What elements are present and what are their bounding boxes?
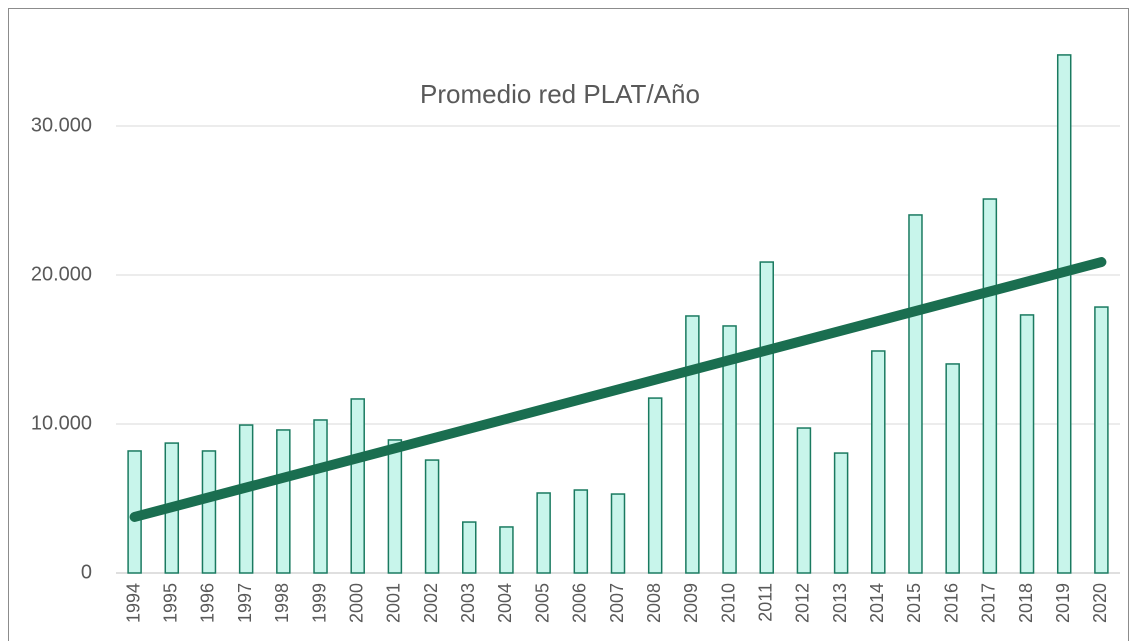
bar — [833, 452, 849, 574]
x-tick-label: 1994 — [123, 583, 143, 623]
y-tick-label: 20.000 — [31, 263, 92, 285]
x-tick-label: 1995 — [161, 583, 181, 623]
x-tick-label: 2020 — [1090, 583, 1110, 623]
bar — [796, 427, 812, 574]
bar — [424, 459, 440, 574]
bar — [313, 419, 328, 574]
y-tick-label: 0 — [81, 561, 92, 583]
y-tick-label: 30.000 — [31, 114, 92, 136]
bar — [1019, 314, 1035, 574]
bar — [387, 439, 403, 574]
bar — [536, 492, 551, 574]
x-tick-label: 2003 — [458, 583, 478, 623]
x-tick-label: 2010 — [718, 583, 738, 623]
x-tick-label: 1998 — [272, 583, 292, 623]
x-tick-label: 2007 — [607, 583, 627, 623]
bar — [647, 397, 663, 574]
bar — [945, 363, 960, 574]
x-tick-label: 2004 — [495, 583, 515, 623]
bar — [276, 429, 291, 574]
bar — [722, 325, 737, 574]
x-tick-label: 1999 — [309, 583, 329, 623]
x-tick-label: 1996 — [198, 583, 218, 623]
bar — [499, 526, 514, 574]
x-tick-label: 2009 — [681, 583, 701, 623]
x-tick-label: 2011 — [755, 583, 775, 622]
x-tick-label: 2005 — [532, 583, 552, 623]
x-tick-label: 2015 — [904, 583, 924, 623]
x-tick-label: 2017 — [979, 583, 999, 623]
x-tick-label: 2006 — [570, 583, 590, 623]
x-tick-label: 2014 — [867, 583, 887, 623]
x-tick-label: 2016 — [941, 583, 961, 623]
y-tick-label: 10.000 — [31, 412, 92, 434]
trendline — [129, 257, 1107, 522]
bar — [201, 450, 217, 574]
bar — [759, 261, 774, 574]
bar — [462, 521, 477, 574]
x-tick-label: 2008 — [644, 583, 664, 623]
x-tick-label: 2000 — [346, 583, 366, 623]
bar — [685, 315, 700, 574]
bar — [238, 424, 254, 574]
chart-title: Promedio red PLAT/Año — [420, 79, 700, 109]
x-tick-label: 2019 — [1053, 583, 1073, 623]
bar — [1056, 54, 1072, 574]
bar — [1094, 306, 1109, 574]
chart-border — [8, 8, 1129, 641]
bar — [908, 214, 923, 574]
bar — [982, 198, 998, 574]
bar — [350, 398, 365, 574]
x-tick-label: 2013 — [830, 583, 850, 623]
x-tick-label: 1997 — [235, 583, 255, 623]
bar — [573, 489, 589, 574]
bar — [610, 493, 626, 574]
bar — [871, 350, 886, 574]
x-tick-label: 2002 — [421, 583, 441, 623]
x-tick-label: 2012 — [793, 583, 813, 623]
x-tick-label: 2001 — [384, 583, 404, 623]
x-tick-label: 2018 — [1016, 583, 1036, 623]
